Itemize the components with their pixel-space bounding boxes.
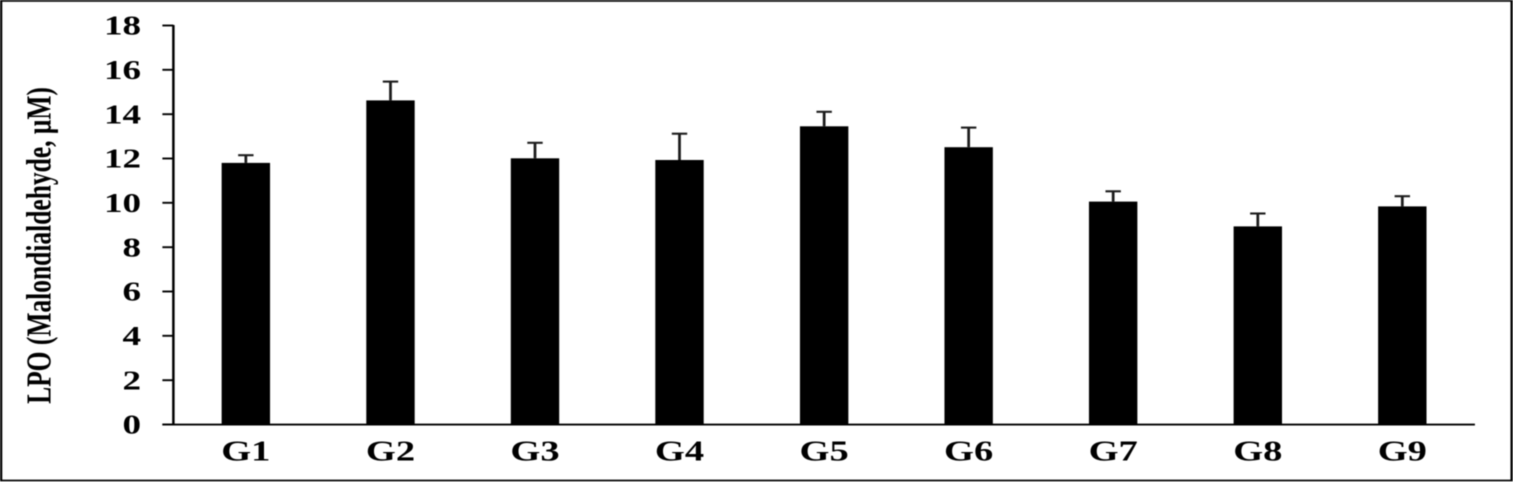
svg-text:0: 0	[123, 410, 142, 440]
svg-text:G1: G1	[221, 437, 270, 468]
svg-text:6: 6	[123, 277, 142, 307]
svg-text:G5: G5	[800, 437, 849, 468]
svg-text:10: 10	[104, 189, 141, 219]
svg-text:4: 4	[123, 322, 142, 352]
svg-text:G8: G8	[1233, 437, 1282, 468]
svg-text:12: 12	[104, 144, 141, 174]
svg-text:18: 18	[104, 11, 141, 41]
svg-text:G7: G7	[1089, 437, 1138, 468]
svg-text:LPO (Malondialdehyde, μM): LPO (Malondialdehyde, μM)	[19, 87, 58, 404]
svg-text:G6: G6	[944, 437, 993, 468]
svg-text:G4: G4	[655, 437, 704, 468]
svg-text:G9: G9	[1378, 437, 1427, 468]
svg-text:2: 2	[123, 366, 142, 396]
svg-text:16: 16	[104, 56, 141, 86]
svg-text:8: 8	[123, 233, 142, 263]
svg-text:14: 14	[104, 100, 141, 130]
svg-text:G2: G2	[366, 437, 415, 468]
svg-text:G3: G3	[510, 437, 559, 468]
